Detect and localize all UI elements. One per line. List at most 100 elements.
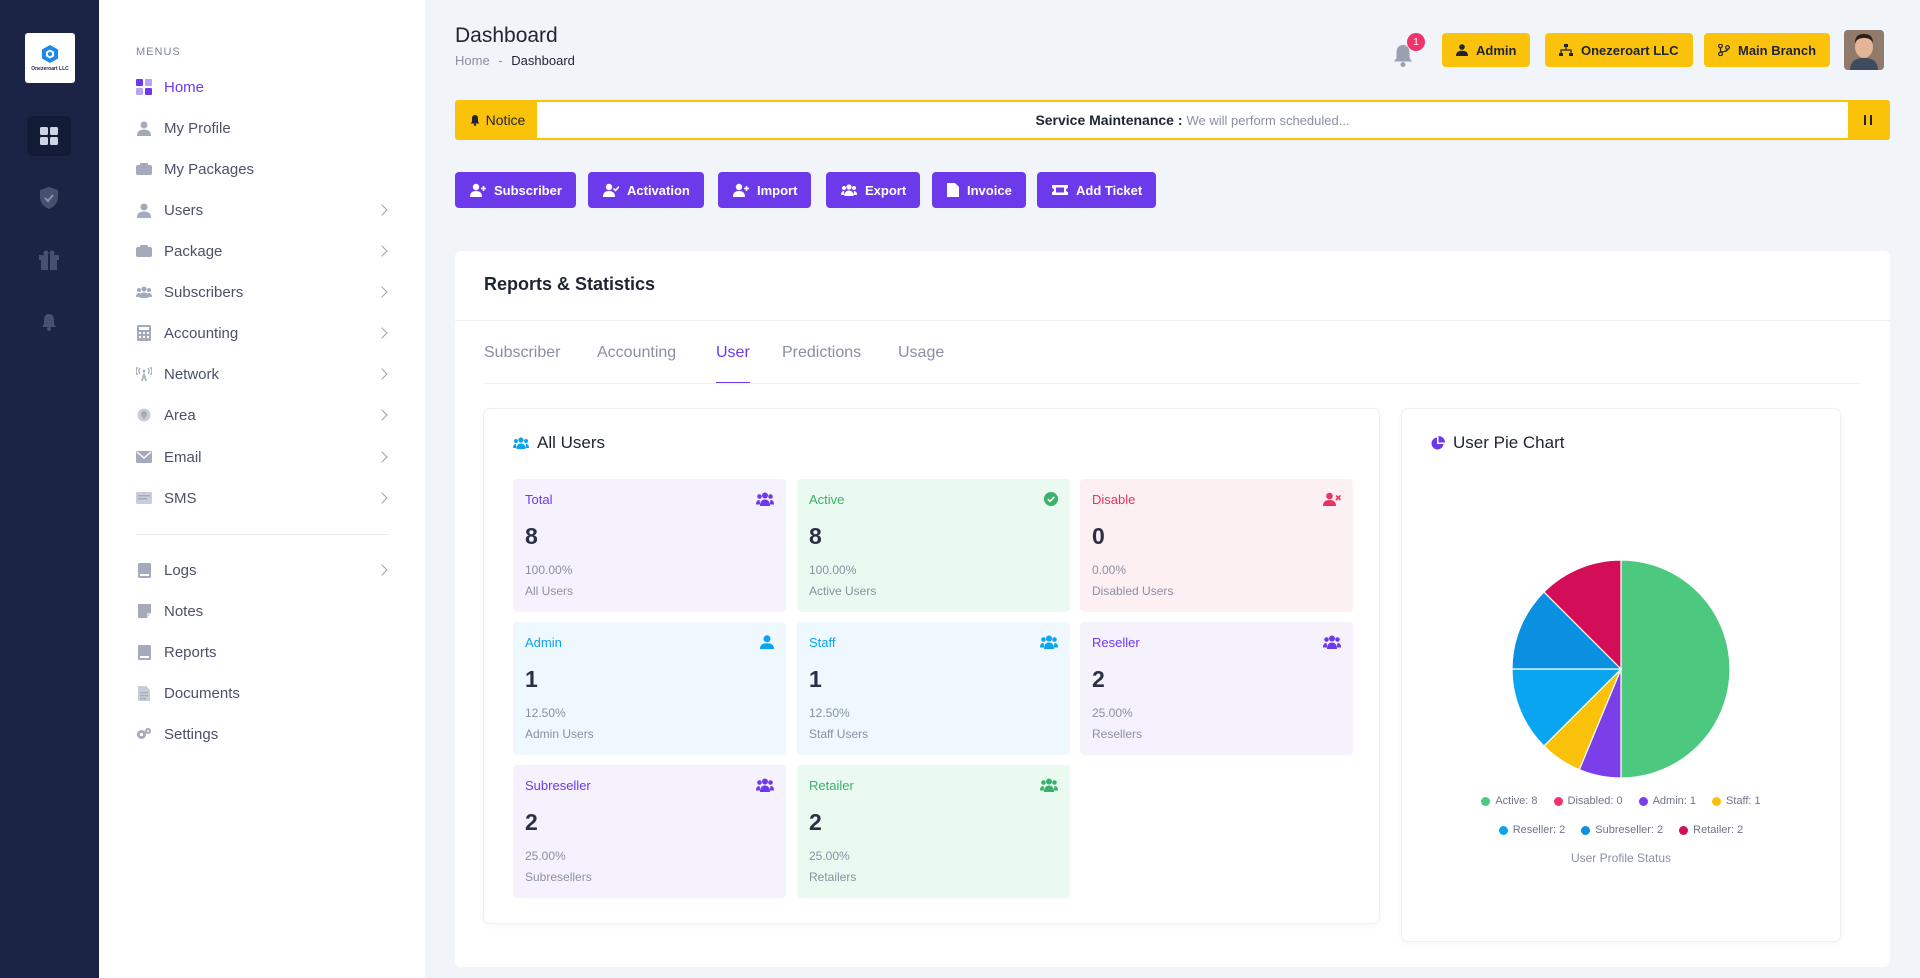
avatar[interactable]: [1844, 30, 1884, 70]
sidebar-item-settings[interactable]: Settings: [136, 719, 388, 749]
stat-subtitle: Retailers: [809, 870, 857, 884]
users-icon: [841, 184, 857, 196]
tab-user[interactable]: User: [716, 344, 750, 384]
tab-accounting[interactable]: Accounting: [597, 344, 677, 361]
sidebar-item-accounting[interactable]: Accounting: [136, 318, 388, 348]
user-check-icon: [603, 183, 619, 197]
tab-usage[interactable]: Usage: [898, 344, 945, 361]
user-avatar-icon: [1844, 30, 1884, 70]
sidebar-item-sms[interactable]: SMS: [136, 483, 388, 513]
notice-tag-label: Notice: [485, 112, 526, 128]
import-button-label: Import: [757, 182, 798, 198]
sidebar-item-reports[interactable]: Reports: [136, 637, 388, 667]
check-circle-icon: [1044, 492, 1058, 506]
user-pie-chart-panel: User Pie Chart Active: 8 Disabled: 0 Admin…: [1402, 409, 1840, 941]
brand-logo[interactable]: Onezeroart LLC: [25, 33, 75, 83]
company-button[interactable]: Onezeroart LLC: [1545, 33, 1693, 67]
gift-icon: [39, 250, 59, 270]
activation-button[interactable]: Activation: [588, 172, 704, 208]
breadcrumb-separator: -: [498, 53, 503, 68]
sidebar-item-label: Documents: [164, 684, 240, 702]
add-subscriber-button[interactable]: Subscriber: [455, 172, 576, 208]
invoice-button[interactable]: Invoice: [932, 172, 1026, 208]
legend-item-staff[interactable]: Staff: 1: [1712, 795, 1761, 807]
sidebar-item-label: Home: [164, 78, 205, 96]
pie-legend-row: Reseller: 2 Subreseller: 2 Retailer: 2: [1402, 824, 1840, 836]
sidebar-item-logs[interactable]: Logs: [136, 555, 388, 585]
chevron-right-icon: [376, 286, 388, 298]
sidebar-item-label: My Profile: [164, 119, 231, 137]
admin-button[interactable]: Admin: [1442, 33, 1531, 67]
chevron-right-icon: [376, 245, 388, 257]
rail-notification-button[interactable]: [27, 302, 71, 342]
stat-value: 2: [1092, 666, 1105, 692]
email-icon: [136, 449, 152, 465]
legend-label: Subreseller: 2: [1595, 824, 1664, 836]
users-icon: [1040, 635, 1058, 649]
add-ticket-button[interactable]: Add Ticket: [1037, 172, 1157, 208]
sidebar-item-my-packages[interactable]: My Packages: [136, 154, 388, 184]
legend-swatch: [1638, 796, 1648, 806]
sidebar-item-home[interactable]: Home: [136, 72, 388, 102]
import-button[interactable]: Import: [718, 172, 812, 208]
pie-slice-retailer[interactable]: [1543, 559, 1622, 671]
branch-button[interactable]: Main Branch: [1704, 33, 1831, 67]
chevron-right-icon: [376, 409, 388, 421]
legend-item-retailer[interactable]: Retailer: 2: [1679, 824, 1743, 836]
stat-subtitle: Staff Users: [809, 727, 869, 741]
tab-subscriber[interactable]: Subscriber: [484, 344, 561, 361]
rail-dashboard-button[interactable]: [27, 116, 71, 156]
pie-slice-subreseller[interactable]: [1511, 591, 1623, 670]
sidebar-item-users[interactable]: Users: [136, 195, 388, 225]
breadcrumb-home-link[interactable]: Home: [455, 53, 490, 68]
logs-icon: [136, 562, 152, 578]
legend-item-subreseller[interactable]: Subreseller: 2: [1581, 824, 1663, 836]
sidebar-item-documents[interactable]: Documents: [136, 678, 388, 708]
tab-predictions[interactable]: Predictions: [782, 344, 862, 361]
branch-icon: [1718, 44, 1730, 56]
stat-percent: 100.00%: [525, 563, 573, 577]
sidebar-item-label: My Packages: [164, 160, 255, 178]
legend-swatch: [1553, 796, 1563, 806]
pie-legend-row: Active: 8 Disabled: 0 Admin: 1 Staff: 1: [1402, 795, 1840, 807]
stat-subtitle: Disabled Users: [1092, 584, 1174, 598]
export-button[interactable]: Export: [826, 172, 921, 208]
rail-gift-button[interactable]: [27, 240, 71, 280]
sidebar-item-label: Network: [164, 365, 220, 383]
sidebar-item-my-profile[interactable]: My Profile: [136, 113, 388, 143]
bell-icon: [470, 115, 479, 126]
sidebar-item-label: Users: [164, 201, 204, 219]
page-title: Dashboard: [455, 24, 558, 47]
legend-item-reseller[interactable]: Reseller: 2: [1498, 824, 1565, 836]
stat-label: Admin: [525, 635, 562, 650]
sidebar: MENUS Home My Profile My Packages Users …: [99, 0, 425, 978]
sidebar-item-notes[interactable]: Notes: [136, 596, 388, 626]
rail-security-button[interactable]: [27, 178, 71, 218]
chevron-right-icon: [376, 451, 388, 463]
legend-item-active[interactable]: Active: 8: [1481, 795, 1538, 807]
users-icon: [756, 778, 774, 792]
pie-slice-active[interactable]: [1620, 559, 1731, 779]
sidebar-item-email[interactable]: Email: [136, 442, 388, 472]
legend-label: Active: 8: [1495, 795, 1538, 807]
sitemap-icon: [1559, 44, 1573, 56]
legend-item-admin[interactable]: Admin: 1: [1638, 795, 1696, 807]
sidebar-item-network[interactable]: Network: [136, 359, 388, 389]
notification-bell-icon[interactable]: [1390, 42, 1416, 68]
legend-label: Staff: 1: [1726, 795, 1761, 807]
package-icon: [136, 243, 152, 259]
sidebar-item-package[interactable]: Package: [136, 236, 388, 266]
sidebar-item-area[interactable]: Area: [136, 400, 388, 430]
pie-slice-reseller[interactable]: [1511, 668, 1623, 747]
sidebar-item-label: SMS: [164, 489, 197, 507]
home-grid-icon: [136, 79, 152, 95]
legend-item-disabled[interactable]: Disabled: 0: [1553, 795, 1623, 807]
sidebar-item-label: Settings: [164, 725, 219, 743]
document-icon: [947, 183, 959, 197]
sidebar-item-subscribers[interactable]: Subscribers: [136, 277, 388, 307]
stat-card-staff: Staff 1 12.50% Staff Users: [797, 622, 1070, 755]
notice-pause-button[interactable]: [1848, 102, 1888, 138]
stat-percent: 12.50%: [809, 706, 850, 720]
dashboard-grid-icon: [40, 127, 58, 145]
company-label: Onezeroart LLC: [1581, 42, 1679, 58]
